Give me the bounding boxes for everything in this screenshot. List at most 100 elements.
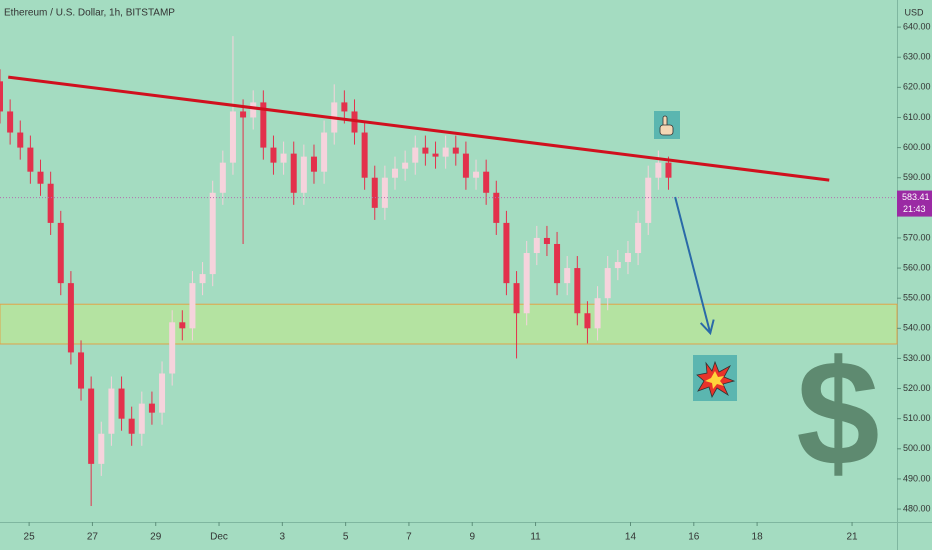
candle-body [240,111,247,118]
x-tick-label: 14 [625,532,637,543]
chart-title: Ethereum / U.S. Dollar, 1h, BITSTAMP [4,8,175,19]
candle-body [503,222,510,284]
candle-body [554,243,561,284]
candle-body [604,268,611,299]
x-tick-label: 7 [406,532,412,543]
x-tick-label: 25 [24,532,36,543]
x-tick-label: 11 [530,532,541,543]
candle-body [128,418,135,434]
candle-body [47,183,54,223]
candle-body [67,283,74,353]
candle-body [98,433,105,464]
candle-body [78,352,85,389]
trendline [8,75,830,182]
y-tick-label: 610.00 [903,112,931,122]
y-tick-label: 520.00 [903,383,931,393]
candle-body [7,111,14,133]
candle-body [412,147,419,163]
candle-body [169,322,176,374]
y-tick-label: 630.00 [903,52,931,62]
candle-body [523,253,530,314]
candle-body [361,132,368,178]
candle-body [543,237,550,244]
candle-body [229,111,236,163]
x-tick-label: 18 [752,532,764,543]
candle-body [665,162,672,178]
candle-body [179,322,186,329]
x-tick-label: 27 [87,532,99,543]
y-tick-label: 540.00 [903,323,931,333]
candle-body [533,237,540,254]
candle-body [422,147,429,154]
candle-body [108,388,115,434]
y-tick-label: 530.00 [903,353,931,363]
candle-body [493,192,500,223]
y-tick-label: 480.00 [903,503,931,513]
candle-body [37,171,44,184]
candle-body [392,168,399,178]
candle-body [645,177,652,223]
forecast-arrow-head [699,319,715,336]
price-unit: USD [904,7,924,17]
dollar-watermark: $ [796,329,879,497]
candle-body [17,132,24,148]
candle-body [148,403,155,413]
candle-body [432,153,439,157]
candle-body [452,147,459,154]
price-tag [897,190,932,217]
forecast-arrow [674,196,712,334]
candle-body [564,268,571,284]
candle-body [473,171,480,178]
candle-body [442,147,449,157]
pointing-hand-icon [654,111,680,139]
explosion-icon [693,355,737,401]
support-zone [0,303,898,345]
candle-body [300,156,307,193]
candle-body [280,153,287,163]
candle-body [483,171,490,193]
x-tick-label: 21 [846,532,858,543]
candle-body [321,132,328,172]
candle-body [655,162,662,178]
price-tag-value: 583.41 [902,192,930,202]
candle-body [402,162,409,169]
x-tick-label: 9 [469,532,475,543]
y-tick-label: 620.00 [903,82,931,92]
candle-body [584,313,591,329]
candle-body [624,253,631,263]
candle-body [88,388,95,464]
y-tick-label: 570.00 [903,232,931,242]
x-tick-label: Dec [210,532,228,543]
y-tick-label: 510.00 [903,413,931,423]
y-tick-label: 490.00 [903,473,931,483]
candle-body [118,388,125,419]
y-tick-label: 550.00 [903,293,931,303]
x-tick-label: 3 [280,532,286,543]
candle-body [594,298,601,329]
candle-body [260,102,267,148]
candle-body [290,153,297,193]
x-tick-label: 16 [688,532,700,543]
candle-body [0,81,3,112]
x-tick-label: 5 [343,532,349,543]
candle-body [270,147,277,163]
candle-body [219,162,226,193]
price-tag-countdown: 21:43 [903,204,926,214]
candle-body [513,283,520,314]
candle-body [574,268,581,314]
candle-body [462,153,469,178]
y-tick-label: 560.00 [903,262,931,272]
candle-body [635,222,642,254]
candle-body [209,192,216,275]
candle-body [199,274,206,284]
candle-body [189,283,196,329]
x-tick-label: 29 [150,532,162,543]
y-tick-label: 600.00 [903,142,931,152]
candle-body [371,177,378,208]
candle-body [57,222,64,284]
y-tick-label: 590.00 [903,172,931,182]
y-tick-label: 500.00 [903,443,931,453]
candle-body [614,262,621,269]
